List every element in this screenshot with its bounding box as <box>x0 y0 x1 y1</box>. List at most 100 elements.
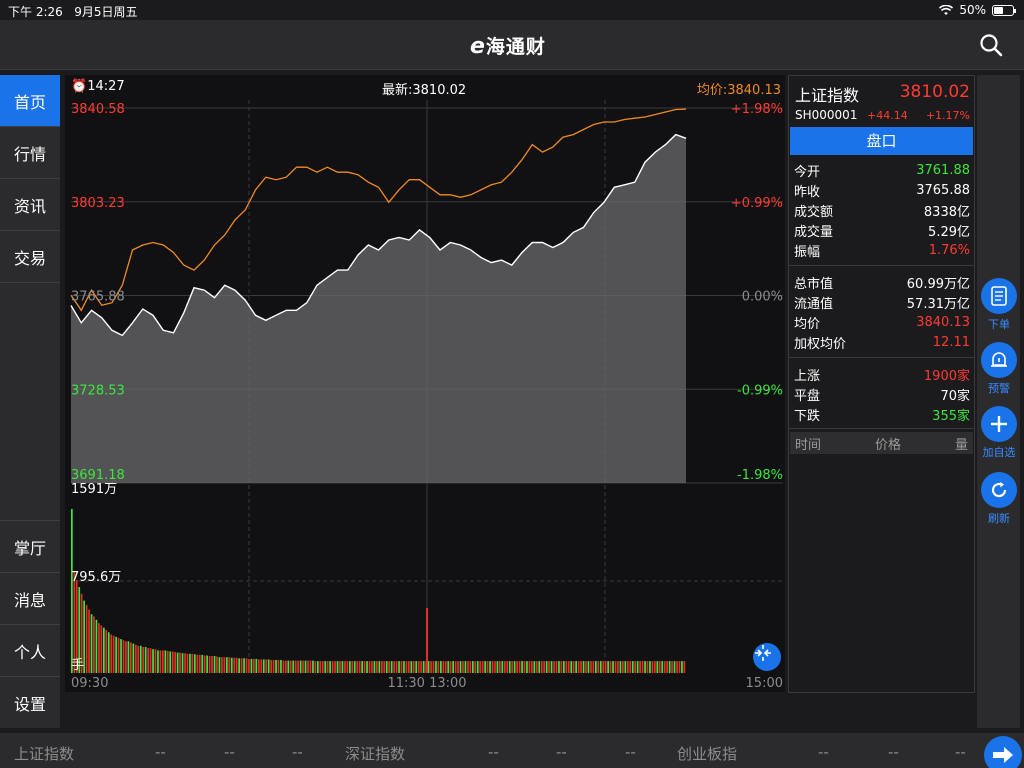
add-watchlist-button[interactable]: 加自选 <box>979 406 1019 460</box>
ticker-name: 上证指数 <box>14 745 75 763</box>
nav-item-home[interactable]: 首页 <box>0 75 60 127</box>
ticker-value: -- <box>888 743 899 761</box>
volume-bar <box>196 654 199 673</box>
nav-item-news[interactable]: 资讯 <box>0 179 60 231</box>
intraday-chart[interactable]: 3840.58 +1.98% 3803.23 +0.99% 3765.88 0.00% 37… <box>65 75 785 692</box>
volume-bar <box>417 661 420 673</box>
volume-bar <box>681 661 683 673</box>
status-time: 下午 2:26 <box>8 5 63 19</box>
pct-tick-label: -1.98% <box>737 468 783 483</box>
nav-item-messages[interactable]: 消息 <box>0 572 60 624</box>
alert-button[interactable]: 预警 <box>979 342 1019 396</box>
volume-bar <box>235 657 238 673</box>
volume-bar <box>137 645 140 673</box>
nav-label: 设置 <box>13 694 46 714</box>
volume-bar <box>346 661 349 673</box>
x-tick-label: 15:00 <box>746 676 783 691</box>
volume-bar <box>349 661 351 673</box>
volume-bar <box>523 661 526 673</box>
ticker-value: -- <box>955 743 966 761</box>
volume-bar <box>663 661 666 673</box>
volume-bar <box>563 661 565 673</box>
volume-bar <box>486 661 489 673</box>
volume-bar <box>533 661 536 673</box>
volume-bar <box>206 655 208 673</box>
volume-bar <box>422 661 425 673</box>
clock-icon: ⏰ <box>71 79 88 94</box>
nav-item-settings[interactable]: 设置 <box>0 676 60 728</box>
chart-time-value: 14:27 <box>87 79 125 94</box>
volume-bar <box>304 660 307 673</box>
volume-bar <box>98 623 100 673</box>
price-area <box>71 134 686 483</box>
volume-bar <box>459 661 462 673</box>
volume-bar <box>629 661 632 673</box>
volume-bar <box>656 661 659 673</box>
volume-bar <box>582 661 585 673</box>
volume-bar <box>548 661 550 673</box>
volume-bar <box>110 634 113 673</box>
volume-bar <box>265 659 267 673</box>
volume-bar <box>580 661 582 673</box>
volume-bar <box>676 661 678 673</box>
volume-bar <box>103 627 105 673</box>
quote-key: 振幅 <box>794 244 821 260</box>
ticker-name: 创业板指 <box>677 745 738 763</box>
volume-bar <box>442 661 445 673</box>
volume-bar <box>353 661 356 673</box>
volume-bar <box>604 661 607 673</box>
volume-bar <box>166 650 169 673</box>
volume-bar <box>646 661 649 673</box>
quote-key: 上涨 <box>794 368 821 384</box>
volume-bar <box>125 641 127 673</box>
volume-bar <box>71 509 73 673</box>
volume-bar <box>518 661 521 673</box>
volume-bar <box>395 661 398 673</box>
wifi-icon <box>939 4 954 15</box>
order-button[interactable]: 下单 <box>979 278 1019 332</box>
tab-order-book[interactable]: 盘口 <box>790 127 973 155</box>
volume-bar <box>233 657 236 673</box>
logo-text: 海通财 <box>485 36 546 58</box>
refresh-button[interactable]: 刷新 <box>979 472 1019 526</box>
volume-bar <box>135 644 137 673</box>
x-tick-label: 11:30 13:00 <box>387 676 466 691</box>
volume-tick-label: 手 <box>71 658 84 673</box>
volume-bar <box>179 652 181 673</box>
nav-item-personal[interactable]: 个人 <box>0 624 60 676</box>
refresh-label: 刷新 <box>988 512 1010 525</box>
zoom-button[interactable] <box>753 643 781 671</box>
quote-group-1: 今开 3761.88 昨收 3765.88 成交额 8338亿 成交量 5.29亿 振幅… <box>789 160 974 260</box>
ticker-value: -- <box>556 743 567 761</box>
quote-key: 均价 <box>794 316 821 332</box>
volume-bar <box>105 630 108 673</box>
volume-bar <box>558 661 560 673</box>
volume-bar <box>149 648 152 673</box>
volume-bar <box>159 650 162 673</box>
app-logo: e海通财 <box>470 32 546 59</box>
volume-bar <box>297 660 299 673</box>
volume-bar <box>189 653 191 673</box>
volume-bar <box>211 656 213 673</box>
nav-item-hall[interactable]: 掌厅 <box>0 520 60 572</box>
ticker-more-button[interactable] <box>984 736 1022 768</box>
y-tick-label: 3691.18 <box>71 468 125 483</box>
volume-bar <box>80 593 83 673</box>
volume-bar <box>489 661 491 673</box>
volume-bar <box>484 661 486 673</box>
volume-bar <box>412 661 415 673</box>
search-icon[interactable] <box>978 32 1004 58</box>
nav-item-trade[interactable]: 交易 <box>0 231 60 283</box>
volume-bar <box>420 661 422 673</box>
quote-value: 3765.88 <box>916 182 970 198</box>
index-ticker-bar[interactable]: 上证指数 -- -- -- 深证指数 -- -- -- 创业板指 -- -- -… <box>0 733 1024 768</box>
volume-bar <box>513 661 516 673</box>
pct-tick-label: 0.00% <box>742 290 783 305</box>
volume-bar <box>307 660 309 673</box>
volume-bar <box>277 660 280 673</box>
volume-bar <box>371 661 373 673</box>
y-tick-label: 3728.53 <box>71 383 125 398</box>
nav-item-market[interactable]: 行情 <box>0 127 60 179</box>
volume-bar <box>469 661 472 673</box>
